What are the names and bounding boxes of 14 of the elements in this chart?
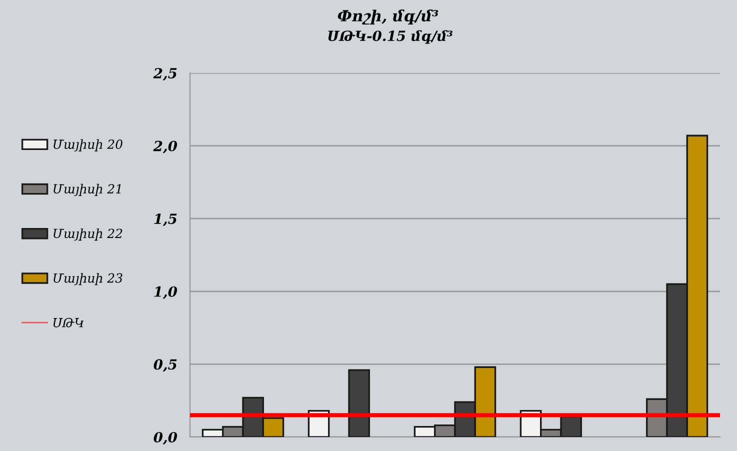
y-tick-label: 1,0 <box>154 286 178 299</box>
legend-label: Մայիսի 23 <box>54 273 122 286</box>
y-tick-label: 2,5 <box>153 68 177 81</box>
bar <box>348 369 370 437</box>
y-tick-label: 1,5 <box>154 214 177 226</box>
y-tick-label: 2,0 <box>153 140 178 154</box>
legend-label: Մայիսի 20 <box>54 139 122 152</box>
legend-label: Մայիսի 21 <box>54 184 121 196</box>
legend-label: ՍԹԿ <box>54 318 84 328</box>
chart-subtitle: ՍԹԿ-0.15 մգ/մ³ <box>328 30 452 44</box>
y-tick-label: 0,0 <box>154 432 178 445</box>
legend-label: Մայիսի 22 <box>54 228 122 241</box>
y-tick-label: 0,5 <box>154 359 177 372</box>
chart-title: Փոշի, մգ/մ³ <box>338 10 438 24</box>
